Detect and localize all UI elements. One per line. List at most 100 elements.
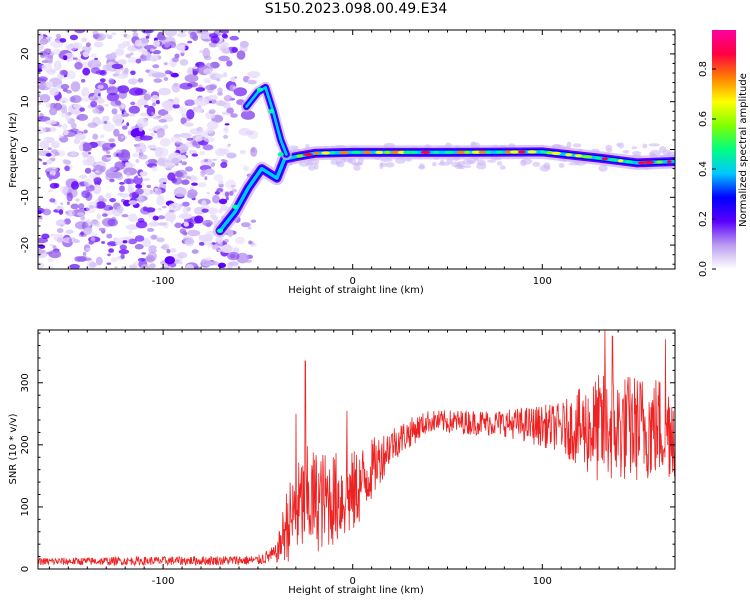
snr-frame <box>37 329 676 570</box>
spectrogram-noise-blob <box>39 159 43 162</box>
spectrogram-noise-blob <box>213 174 224 182</box>
spectrogram-noise-blob <box>153 40 160 48</box>
spectrogram-noise-blob <box>82 251 87 257</box>
spectrogram-hot-spot <box>217 228 223 233</box>
spectrogram-noise-blob <box>140 112 148 117</box>
spectrogram-noise-blob <box>55 219 66 227</box>
spectrogram-noise-blob <box>227 251 240 261</box>
spectrogram-noise-blob <box>110 257 118 263</box>
spectrogram-faint-blob <box>353 165 361 171</box>
spectrogram-noise-blob <box>106 151 111 154</box>
spectrogram-hot-spot <box>390 150 401 154</box>
spectrogram-noise-blob <box>121 214 129 218</box>
spectrogram-noise-blob <box>81 78 86 83</box>
y-tick-label: 10 <box>20 95 31 108</box>
spectrogram-noise-blob <box>234 237 246 245</box>
spectrogram-hot-spot <box>601 157 608 161</box>
colorbar-gradient <box>712 30 736 269</box>
spectrogram-noise-blob <box>137 196 145 204</box>
spectrogram-noise-blob <box>96 213 102 220</box>
spectrogram-faint-blob <box>418 165 426 170</box>
spectrogram-noise-blob <box>84 178 93 187</box>
spectrogram-faint-blob <box>463 165 472 169</box>
spectrogram-faint-blob <box>496 161 503 166</box>
spectrogram-noise-blob <box>119 182 125 185</box>
x-tick-label: -100 <box>152 276 175 287</box>
spectrogram-noise-blob <box>137 78 144 83</box>
spectrogram-noise-blob <box>99 78 106 83</box>
spectrogram-noise-blob <box>103 123 115 132</box>
spectrogram-noise-blob <box>74 133 86 141</box>
spectrogram-noise-blob <box>58 135 64 138</box>
spectrogram-faint-blob <box>543 162 551 170</box>
spectrogram-hot-spot <box>268 109 275 114</box>
spectrogram-hot-spot <box>277 152 284 157</box>
spectrogram-noise-blob <box>240 110 256 120</box>
spectrogram-noise-blob <box>139 171 148 177</box>
spectrogram-faint-blob <box>499 165 506 170</box>
spectrogram-noise-blob <box>203 68 212 75</box>
spectrogram-noise-blob <box>38 91 42 97</box>
spectrogram-noise-blob <box>218 180 224 185</box>
figure-title: S150.2023.098.00.49.E34 <box>264 1 448 17</box>
spectrogram-noise-blob <box>81 97 91 102</box>
spectrogram-noise-blob <box>211 216 219 221</box>
spectrogram-noise-blob <box>169 248 177 253</box>
spectrogram-noise-blob <box>135 220 148 229</box>
spectrogram-noise-blob <box>130 70 136 76</box>
y-tick-label: 100 <box>20 497 31 516</box>
spectrogram-noise-blob <box>151 165 158 172</box>
spectrogram-noise-blob <box>223 134 229 139</box>
spectrogram-noise-blob <box>247 71 261 79</box>
spectrogram-noise-blob <box>239 149 246 155</box>
spectrogram-noise-blob <box>83 227 93 235</box>
spectrogram-noise-blob <box>90 237 96 242</box>
spectrogram-noise-blob <box>46 81 53 88</box>
spectrogram-noise-blob <box>171 178 177 183</box>
spectrogram-noise-blob <box>117 43 127 49</box>
spectrogram-noise-blob <box>226 60 233 67</box>
spectrogram-noise-blob <box>179 82 193 90</box>
spectrogram-noise-blob <box>204 168 215 175</box>
spectrogram-noise-blob <box>107 253 111 257</box>
spectrogram-noise-blob <box>171 82 181 93</box>
spectrogram-noise-blob <box>194 215 204 224</box>
spectrogram-noise-blob <box>186 206 192 212</box>
spectrogram-noise-blob <box>169 71 174 75</box>
spectrogram-noise-blob <box>38 84 46 91</box>
spectrogram-noise-blob <box>66 70 76 80</box>
spectrogram-noise-blob <box>198 84 203 89</box>
spectrogram-noise-blob <box>95 98 105 104</box>
spectrogram-noise-blob <box>116 237 130 245</box>
spectrogram-hot-spot <box>518 150 526 154</box>
colorbar-ticks: 0.0 0.2 0.4 0.6 0.8 <box>698 61 716 277</box>
spectrogram-noise-blob <box>164 256 175 265</box>
spectrogram-noise-blob <box>191 182 198 186</box>
spectrogram-noise-blob <box>146 184 152 189</box>
spectrogram-noise-blob <box>230 76 236 83</box>
spectrogram-noise-blob <box>247 226 252 230</box>
spectrogram-noise-blob <box>145 207 156 213</box>
spectrogram-noise-blob <box>135 159 140 163</box>
spectrogram-noise-blob <box>247 130 259 140</box>
spectrogram-noise-blob <box>157 109 169 116</box>
spectrogram-noise-blob <box>78 144 84 151</box>
spectrogram-noise-blob <box>224 112 231 116</box>
spectrogram-noise-blob <box>179 49 186 54</box>
spectrogram-noise-blob <box>82 67 91 76</box>
spectrogram-noise-blob <box>157 158 167 167</box>
spectrogram-noise-blob <box>80 215 86 221</box>
spectrogram-noise-blob <box>56 228 64 234</box>
spectrogram-noise-blob <box>98 227 106 232</box>
spectrogram-noise-blob <box>68 238 73 243</box>
spectrogram-noise-blob <box>136 149 140 153</box>
spectrogram-noise-blob <box>206 80 211 84</box>
spectrogram-noise-blob <box>48 177 53 181</box>
spectrogram-noise-blob <box>217 92 223 96</box>
spectrogram-noise-blob <box>82 142 91 150</box>
spectrogram-noise-blob <box>157 31 164 39</box>
spectrogram-noise-blob <box>180 154 186 160</box>
spectrogram-noise-blob <box>112 113 124 125</box>
spectrogram-noise-blob <box>118 249 130 255</box>
spectrogram-noise-blob <box>141 30 153 34</box>
